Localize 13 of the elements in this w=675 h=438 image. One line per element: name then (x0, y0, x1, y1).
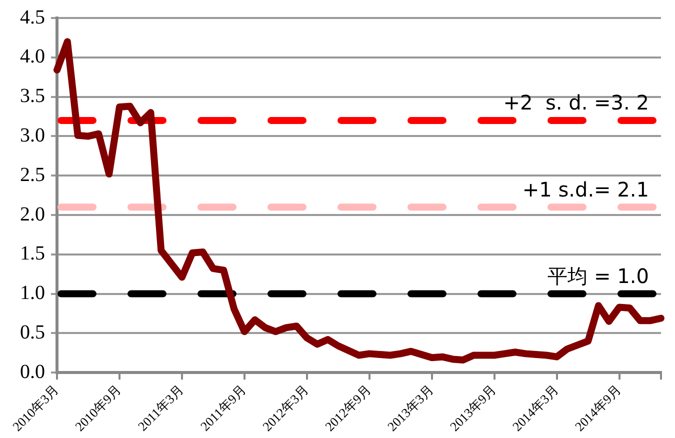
y-tick-label: 3.5 (20, 85, 45, 108)
ref-line-label: +2 s. d. =3. 2 (503, 90, 649, 115)
ref-line-label: +1 s.d.= 2.1 (522, 177, 649, 202)
y-tick-label: 0.5 (20, 321, 45, 344)
y-tick-label: 4.0 (20, 46, 45, 68)
y-tick-label: 3.0 (20, 124, 45, 146)
y-tick-label: 1.0 (20, 282, 45, 304)
y-tick-label: 2.5 (20, 164, 45, 186)
y-tick-label: 2.0 (20, 203, 45, 226)
y-tick-label: 1.5 (20, 242, 45, 265)
ref-line-label: 平均 = 1.0 (548, 264, 649, 288)
y-tick-label: 4.5 (20, 6, 45, 28)
y-tick-label: 0.0 (20, 360, 45, 383)
